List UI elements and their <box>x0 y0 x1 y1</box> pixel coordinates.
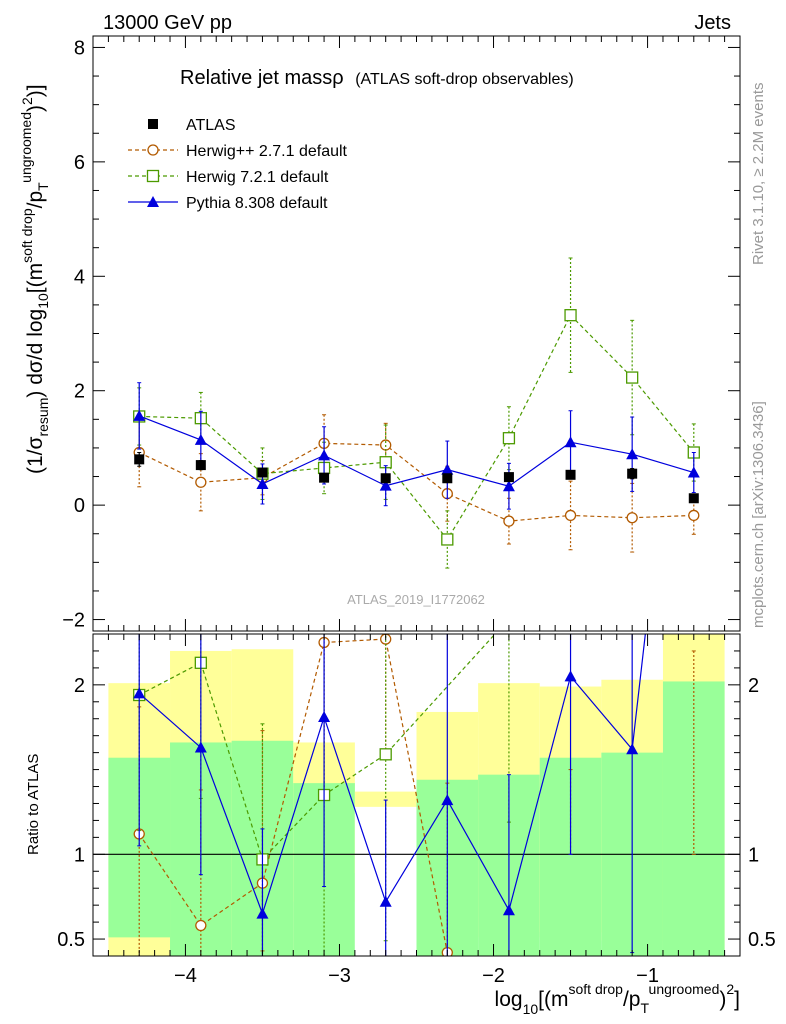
ratio-pythia-8-308-default-point <box>502 904 515 916</box>
main-pythia-8-308-default-point <box>626 448 639 460</box>
header-right: Jets <box>694 12 731 34</box>
main-herwig-7-2-1-default-line <box>139 314 695 541</box>
ratio-pythia-8-308-default-point <box>441 794 454 806</box>
chart-title-main: Relative jet massρ <box>180 67 344 89</box>
y-tick-label: 2 <box>74 381 85 403</box>
main-pythia-8-308-default-point <box>194 433 207 445</box>
y-axis-label: (1/σresum) dσ/d log10[(msoft drop/pTungr… <box>18 84 51 474</box>
y-tick-label: 8 <box>74 37 85 59</box>
main-pythia-8-308-default-point <box>256 477 269 489</box>
ratio-pythia-8-308-default-point <box>133 687 146 699</box>
ratio-y-tick-label: 2 <box>74 675 85 697</box>
main-herwig-7-2-1-default-point <box>502 432 516 445</box>
main-herwig-7-2-1-default-point <box>441 533 454 546</box>
x-tick-label: −3 <box>328 965 351 987</box>
legend-label: Herwig++ 2.7.1 default <box>186 143 348 160</box>
ratio-y-tick-label-right: 2 <box>748 675 759 697</box>
ratio-herwig-2-7-1-default-line <box>138 638 448 953</box>
main-plot-area <box>133 257 700 569</box>
header-left: 13000 GeV pp <box>103 12 232 34</box>
ratio-y-tick-label-right: 1 <box>748 844 759 866</box>
ratio-pythia-8-308-default-point <box>318 711 331 723</box>
source-label: mcplots.cern.ch [arXiv:1306.3436] <box>750 401 767 628</box>
main-atlas-point <box>380 473 391 484</box>
ratio-herwig-7-2-1-default-point <box>503 613 514 624</box>
main-atlas-point <box>319 472 330 483</box>
x-tick-label: −2 <box>482 965 505 987</box>
y-tick-label: 4 <box>74 266 85 288</box>
main-herwig-2-7-1-default-point <box>564 509 577 522</box>
main-herwig-2-7-1-default-point <box>195 476 207 488</box>
ratio-herwig-7-2-1-default-point <box>379 748 392 761</box>
main-atlas-point <box>134 454 145 465</box>
ratio-pythia-8-308-default-point <box>256 907 269 919</box>
legend-label: ATLAS <box>186 117 236 134</box>
main-pythia-8-308-default-point <box>379 479 392 491</box>
main-pythia-8-308-default-point <box>318 449 331 461</box>
y-tick-label: 0 <box>74 495 85 517</box>
main-herwig-2-7-1-default-point <box>626 512 638 524</box>
ratio-y-label: Ratio to ATLAS <box>25 754 42 855</box>
ratio-herwig-2-7-1-default-point <box>195 919 207 932</box>
ratio-pythia-8-308-default-point <box>564 670 577 682</box>
main-pythia-8-308-default-point <box>441 463 454 475</box>
ratio-pythia-8-308-default-point <box>688 204 700 215</box>
ratio-pythia-8-308-default-point <box>379 895 392 907</box>
main-atlas-point <box>565 469 576 480</box>
y-tick-label: −2 <box>62 610 85 632</box>
legend-marker <box>147 196 159 207</box>
main-atlas-point <box>195 460 206 471</box>
legend-marker <box>147 144 159 156</box>
ratio-y-tick-label: 0.5 <box>57 929 85 951</box>
main-herwig-2-7-1-default-point <box>503 515 515 527</box>
main-atlas-point <box>257 467 268 478</box>
chart-subtitle: (ATLAS soft-drop observables) <box>355 71 573 88</box>
ratio-band-inner <box>662 681 725 956</box>
main-pythia-8-308-default-point <box>133 409 146 421</box>
main-axis-ticks: −2 0 2 4 6 8 <box>62 36 741 632</box>
legend: ATLAS Herwig++ 2.7.1 default Herwig 7.2.1 … <box>128 117 348 212</box>
legend-label: Herwig 7.2.1 default <box>186 169 329 186</box>
main-atlas-point <box>627 468 638 479</box>
main-pythia-8-308-default-point <box>564 436 577 448</box>
x-tick-label: −1 <box>636 965 659 987</box>
main-pythia-8-308-default-line <box>138 415 694 487</box>
analysis-id: ATLAS_2019_I1772062 <box>347 592 485 607</box>
main-herwig-7-2-1-default-point <box>626 371 639 384</box>
main-atlas-point <box>688 493 699 504</box>
ratio-y-tick-label-right: 0.5 <box>748 929 776 951</box>
ratio-panel <box>93 634 740 956</box>
main-pythia-8-308-default-point <box>687 466 700 478</box>
ratio-axis-ticks: −4 −3 −2 −1 0.5 0.5 1 1 2 2 <box>57 634 776 987</box>
ratio-pythia-8-308-default-point <box>626 743 639 755</box>
y-tick-label: 6 <box>74 152 85 174</box>
ratio-pythia-8-308-default-point <box>194 741 207 753</box>
main-herwig-2-7-1-default-line <box>138 442 694 522</box>
x-axis-label: log10[(msoft drop/pTungroomed)2] <box>495 981 740 1017</box>
legend-marker <box>146 169 160 183</box>
rivet-label: Rivet 3.1.10, ≥ 2.2M events <box>750 83 767 266</box>
ratio-y-tick-label: 1 <box>74 844 85 866</box>
ratio-pythia-8-308-default-line <box>138 634 646 916</box>
legend-label: Pythia 8.308 default <box>186 195 328 212</box>
main-atlas-point <box>442 473 453 484</box>
main-atlas-point <box>503 472 514 483</box>
main-herwig-7-2-1-default-point <box>564 309 577 322</box>
main-pythia-8-308-default-point <box>502 480 515 492</box>
legend-marker <box>148 119 158 129</box>
main-herwig-2-7-1-default-point <box>688 509 700 522</box>
ratio-plot-area <box>133 204 700 956</box>
x-tick-label: −4 <box>174 965 197 987</box>
chart-title: Relative jet massρ (ATLAS soft-drop obse… <box>180 67 574 89</box>
